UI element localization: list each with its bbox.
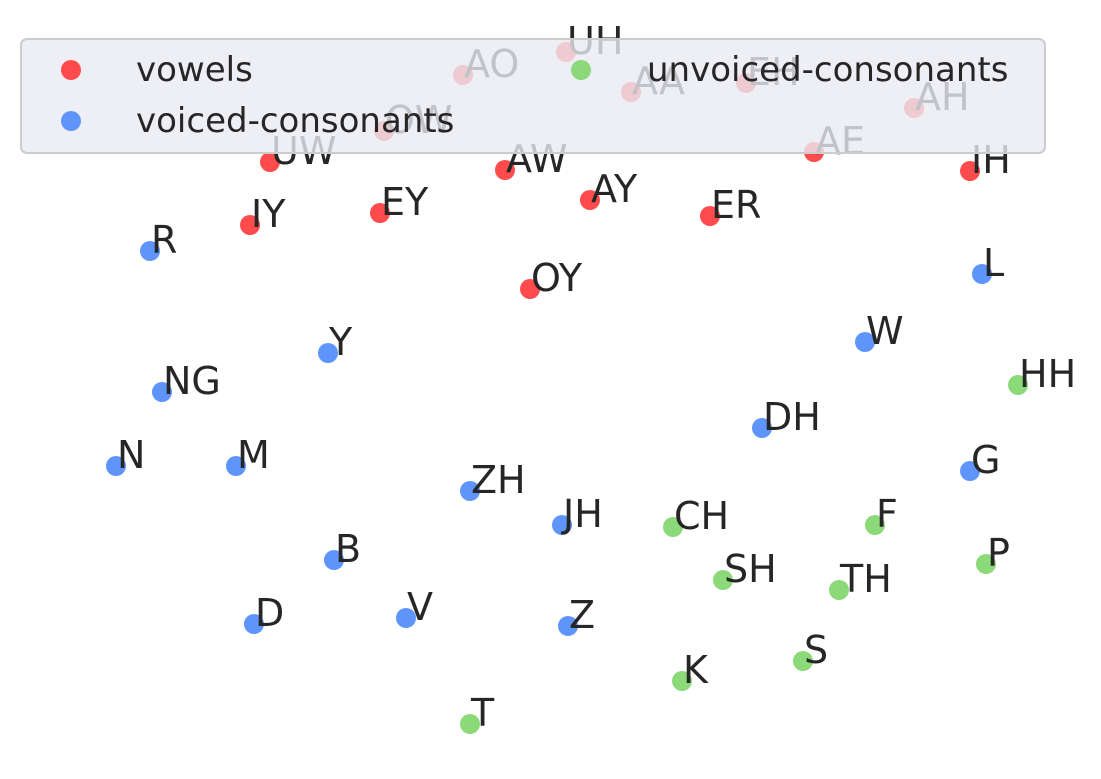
point-n — [106, 456, 126, 476]
point-label-m: M — [237, 433, 270, 477]
point-label-z: Z — [569, 593, 595, 637]
point-label-l: L — [983, 241, 1004, 285]
point-ay — [580, 190, 600, 210]
point-f — [865, 515, 885, 535]
point-p — [976, 554, 996, 574]
legend-marker-unvoiced-consonants — [571, 60, 591, 80]
legend-marker-vowels — [61, 60, 81, 80]
point-label-f: F — [876, 492, 898, 536]
point-ey — [370, 203, 390, 223]
point-oy — [520, 279, 540, 299]
point-b — [324, 550, 344, 570]
point-label-zh: ZH — [471, 458, 526, 502]
point-label-sh: SH — [724, 547, 777, 591]
point-y — [318, 343, 338, 363]
legend: vowels voiced-consonants unvoiced-conson… — [20, 38, 1046, 154]
point-ch — [663, 517, 683, 537]
point-label-v: V — [407, 585, 433, 629]
point-label-hh: HH — [1019, 352, 1076, 396]
point-label-t: T — [470, 691, 495, 735]
point-zh — [460, 481, 480, 501]
point-jh — [552, 515, 572, 535]
point-label-k: K — [683, 648, 709, 692]
point-label-p: P — [987, 531, 1010, 575]
point-hh — [1008, 375, 1028, 395]
legend-box — [20, 38, 1046, 154]
point-aw — [495, 160, 515, 180]
point-label-jh: JH — [561, 492, 603, 536]
point-er — [700, 206, 720, 226]
point-sh — [713, 570, 733, 590]
point-label-ng: NG — [163, 359, 221, 403]
point-label-iy: IY — [251, 192, 286, 236]
point-d — [244, 614, 264, 634]
point-label-b: B — [335, 527, 361, 571]
point-label-er: ER — [711, 183, 761, 227]
legend-label-voiced-consonants: voiced-consonants — [136, 101, 454, 141]
point-ih — [960, 161, 980, 181]
point-label-y: Y — [328, 320, 353, 364]
legend-marker-voiced-consonants — [61, 111, 81, 131]
point-label-ch: CH — [674, 494, 729, 538]
point-label-ey: EY — [381, 180, 429, 224]
point-label-ay: AY — [591, 167, 638, 211]
point-dh — [752, 418, 772, 438]
point-s — [793, 651, 813, 671]
point-label-w: W — [866, 309, 904, 353]
point-label-n: N — [117, 433, 145, 477]
point-z — [558, 616, 578, 636]
point-r — [140, 241, 160, 261]
point-l — [972, 264, 992, 284]
point-g — [960, 461, 980, 481]
point-t — [460, 714, 480, 734]
point-iy — [240, 215, 260, 235]
legend-label-unvoiced-consonants: unvoiced-consonants — [647, 50, 1008, 90]
point-label-th: TH — [839, 557, 892, 601]
point-label-oy: OY — [531, 256, 583, 300]
point-w — [855, 332, 875, 352]
point-label-s: S — [804, 628, 828, 672]
point-ng — [152, 382, 172, 402]
point-m — [226, 456, 246, 476]
point-v — [396, 608, 416, 628]
point-uw — [260, 152, 280, 172]
point-th — [829, 580, 849, 600]
point-label-r: R — [151, 218, 177, 262]
point-k — [672, 671, 692, 691]
legend-label-vowels: vowels — [136, 50, 253, 90]
point-label-g: G — [971, 438, 1000, 482]
point-label-d: D — [255, 591, 284, 635]
point-label-dh: DH — [763, 395, 821, 439]
